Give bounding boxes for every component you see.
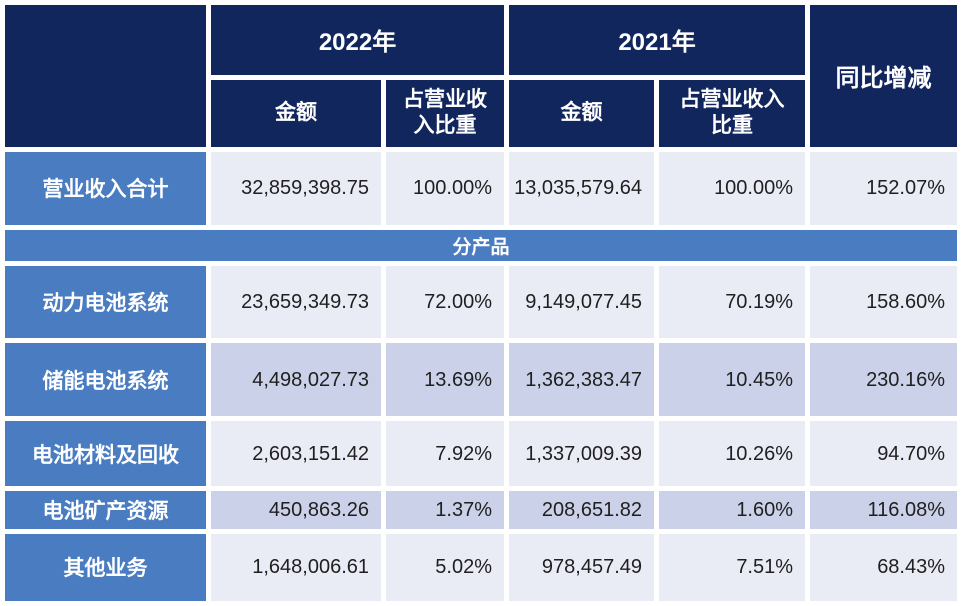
cell-yoy: 152.07% bbox=[810, 151, 958, 225]
cell-2021-ratio: 10.26% bbox=[659, 420, 806, 487]
year-2022-header: 2022年 bbox=[211, 5, 505, 75]
row-label: 其他业务 bbox=[5, 533, 206, 601]
cell-2022-ratio: 72.00% bbox=[386, 265, 505, 339]
cell-yoy: 94.70% bbox=[810, 420, 958, 487]
ratio-2021-header: 占营业收入比重 bbox=[659, 79, 806, 147]
cell-2022-amount: 23,659,349.73 bbox=[211, 265, 381, 339]
table-row-total: 营业收入合计 32,859,398.75 100.00% 13,035,579.… bbox=[5, 151, 958, 225]
table-row: 储能电池系统 4,498,027.73 13.69% 1,362,383.47 … bbox=[5, 343, 958, 416]
cell-2022-ratio: 100.00% bbox=[386, 151, 505, 225]
cell-2021-amount: 9,149,077.45 bbox=[509, 265, 655, 339]
table-row: 动力电池系统 23,659,349.73 72.00% 9,149,077.45… bbox=[5, 265, 958, 339]
cell-2021-ratio: 7.51% bbox=[659, 533, 806, 601]
cell-2021-ratio: 100.00% bbox=[659, 151, 806, 225]
cell-yoy: 230.16% bbox=[810, 343, 958, 416]
cell-2022-amount: 2,603,151.42 bbox=[211, 420, 381, 487]
header-row-metrics: 金额 占营业收入比重 金额 占营业收入比重 bbox=[5, 79, 957, 147]
cell-yoy: 68.43% bbox=[810, 533, 958, 601]
corner-cell bbox=[5, 5, 206, 147]
cell-2022-amount: 4,498,027.73 bbox=[211, 343, 381, 416]
row-label: 储能电池系统 bbox=[5, 343, 206, 416]
table-row: 电池材料及回收 2,603,151.42 7.92% 1,337,009.39 … bbox=[5, 420, 958, 487]
section-band-label: 分产品 bbox=[5, 229, 958, 261]
cell-2021-amount: 208,651.82 bbox=[509, 491, 655, 529]
row-label: 电池矿产资源 bbox=[5, 491, 206, 529]
cell-2021-ratio: 70.19% bbox=[659, 265, 806, 339]
header-row-years: 2022年 2021年 同比增减 bbox=[5, 5, 958, 147]
amount-2021-header: 金额 bbox=[509, 79, 655, 147]
row-label: 营业收入合计 bbox=[5, 151, 206, 225]
table-row: 其他业务 1,648,006.61 5.02% 978,457.49 7.51%… bbox=[5, 533, 958, 601]
ratio-2022-header-text: 占营业收入比重 bbox=[403, 87, 487, 138]
cell-2022-amount: 32,859,398.75 bbox=[211, 151, 381, 225]
year-2021-header: 2021年 bbox=[509, 5, 806, 75]
table-row: 电池矿产资源 450,863.26 1.37% 208,651.82 1.60%… bbox=[5, 491, 958, 529]
row-label: 动力电池系统 bbox=[5, 265, 206, 339]
cell-2021-amount: 978,457.49 bbox=[509, 533, 655, 601]
cell-2022-amount: 1,648,006.61 bbox=[211, 533, 381, 601]
cell-2021-amount: 1,362,383.47 bbox=[509, 343, 655, 416]
cell-2021-ratio: 1.60% bbox=[659, 491, 806, 529]
cell-yoy: 116.08% bbox=[810, 491, 958, 529]
section-band-row: 分产品 bbox=[5, 229, 958, 261]
cell-2021-amount: 1,337,009.39 bbox=[509, 420, 655, 487]
ratio-2022-header: 占营业收入比重 bbox=[386, 79, 505, 147]
cell-2022-ratio: 13.69% bbox=[386, 343, 505, 416]
ratio-2021-header-text: 占营业收入比重 bbox=[679, 87, 785, 138]
cell-2022-ratio: 7.92% bbox=[386, 420, 505, 487]
row-label: 电池材料及回收 bbox=[5, 420, 206, 487]
cell-2022-ratio: 5.02% bbox=[386, 533, 505, 601]
cell-2021-amount: 13,035,579.64 bbox=[509, 151, 655, 225]
amount-2022-header: 金额 bbox=[211, 79, 381, 147]
cell-2021-ratio: 10.45% bbox=[659, 343, 806, 416]
cell-yoy: 158.60% bbox=[810, 265, 958, 339]
yoy-header: 同比增减 bbox=[810, 5, 958, 147]
cell-2022-amount: 450,863.26 bbox=[211, 491, 381, 529]
cell-2022-ratio: 1.37% bbox=[386, 491, 505, 529]
